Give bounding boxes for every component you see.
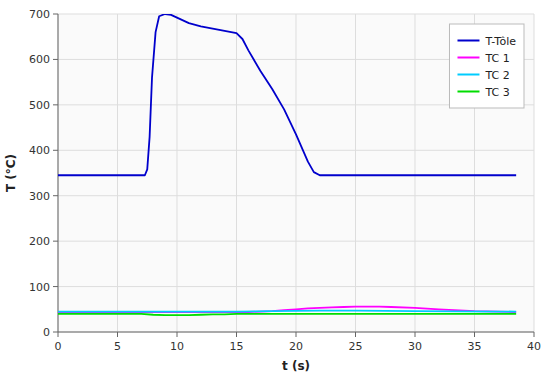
legend-label: TC 3: [484, 86, 509, 99]
tick-label: 10: [170, 340, 184, 353]
chart: 05101520253035400100200300400500600700t …: [0, 0, 550, 378]
series-line: [58, 14, 516, 175]
tick-mark: [58, 332, 59, 337]
legend-label: T-Tôle: [484, 35, 516, 48]
grid-line: [296, 14, 297, 332]
tick-mark: [296, 332, 297, 337]
tick-label: 300: [29, 190, 50, 203]
tick-label: 0: [43, 326, 50, 339]
tick-mark: [415, 332, 416, 337]
legend-swatch: [457, 57, 479, 59]
plot-background: [58, 14, 534, 332]
tick-label: 700: [29, 8, 50, 21]
tick-label: 35: [468, 340, 482, 353]
axes: 05101520253035400100200300400500600700: [29, 8, 541, 353]
grid-line: [58, 195, 534, 196]
series-line: [58, 307, 516, 312]
tick-mark: [474, 332, 475, 337]
tick-label: 200: [29, 235, 50, 248]
grid-line: [534, 14, 535, 332]
legend-swatch: [457, 74, 479, 76]
grid-line: [58, 14, 534, 15]
grid-line: [355, 14, 356, 332]
tick-label: 30: [408, 340, 422, 353]
tick-mark: [53, 332, 58, 333]
tick-label: 500: [29, 99, 50, 112]
plot-area: [58, 14, 516, 315]
x-axis-line: [58, 332, 534, 333]
legend-swatch: [457, 91, 479, 93]
grid-line: [415, 14, 416, 332]
tick-label: 400: [29, 144, 50, 157]
grid-line: [117, 14, 118, 332]
grid-line: [58, 241, 534, 242]
x-axis-label: t (s): [282, 359, 310, 373]
tick-mark: [53, 241, 58, 242]
tick-mark: [534, 332, 535, 337]
y-axis-line: [58, 14, 59, 332]
legend-label: TC 1: [484, 52, 509, 65]
grid-line: [177, 14, 178, 332]
tick-label: 100: [29, 281, 50, 294]
legend-label: TC 2: [484, 69, 509, 82]
tick-mark: [53, 59, 58, 60]
grid-line: [236, 14, 237, 332]
y-axis-label: T (°C): [4, 154, 18, 192]
tick-mark: [355, 332, 356, 337]
series-line: [58, 314, 516, 315]
grid-line: [58, 332, 534, 333]
tick-label: 15: [230, 340, 244, 353]
tick-label: 40: [527, 340, 541, 353]
tick-mark: [177, 332, 178, 337]
tick-mark: [53, 195, 58, 196]
legend: T-Tôle TC 1 TC 2 TC 3: [449, 24, 524, 108]
tick-label: 5: [114, 340, 121, 353]
grid: [58, 14, 534, 332]
grid-line: [58, 14, 59, 332]
grid-line: [58, 150, 534, 151]
tick-label: 25: [349, 340, 363, 353]
tick-mark: [53, 150, 58, 151]
tick-mark: [117, 332, 118, 337]
tick-label: 600: [29, 53, 50, 66]
tick-mark: [53, 104, 58, 105]
series-line: [58, 310, 516, 313]
tick-mark: [53, 286, 58, 287]
legend-swatch: [457, 40, 479, 42]
tick-label: 20: [289, 340, 303, 353]
grid-line: [58, 286, 534, 287]
tick-mark: [53, 14, 58, 15]
tick-label: 0: [55, 340, 62, 353]
legend-box: [449, 24, 524, 108]
tick-mark: [236, 332, 237, 337]
